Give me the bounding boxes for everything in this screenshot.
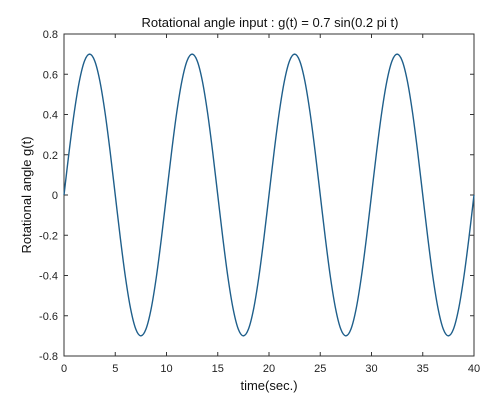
y-tick-label: 0.4 [43, 110, 58, 122]
x-tick-label: 10 [160, 363, 172, 375]
x-tick-label: 15 [212, 363, 224, 375]
y-axis: 0.8 0.6 0.4 0.2 0 -0.2 -0.4 -0.6 -0.8 [39, 29, 474, 363]
series-line [63, 53, 475, 337]
series-layer [63, 53, 475, 337]
y-tick-label: -0.8 [39, 351, 58, 363]
x-tick-label: 5 [112, 363, 118, 375]
x-tick-label: 25 [314, 363, 326, 375]
y-tick-label: -0.4 [39, 271, 58, 283]
y-tick-label: 0.6 [43, 69, 58, 81]
x-tick-label: 20 [263, 363, 275, 375]
x-tick-label: 40 [468, 363, 480, 375]
y-tick-label: -0.2 [39, 230, 58, 242]
x-tick-label: 35 [417, 363, 429, 375]
y-tick-label: -0.6 [39, 311, 58, 323]
y-axis-label: Rotational angle g(t) [19, 136, 34, 253]
x-tick-label: 30 [365, 363, 377, 375]
x-tick-label: 0 [61, 363, 67, 375]
x-axis: 0 5 10 15 20 25 30 35 40 [61, 34, 480, 375]
y-tick-label: 0.8 [43, 29, 58, 41]
y-tick-label: 0.2 [43, 150, 58, 162]
chart-title: Rotational angle input : g(t) = 0.7 sin(… [142, 15, 399, 30]
y-tick-label: 0 [52, 190, 58, 202]
x-axis-label: time(sec.) [240, 378, 297, 393]
